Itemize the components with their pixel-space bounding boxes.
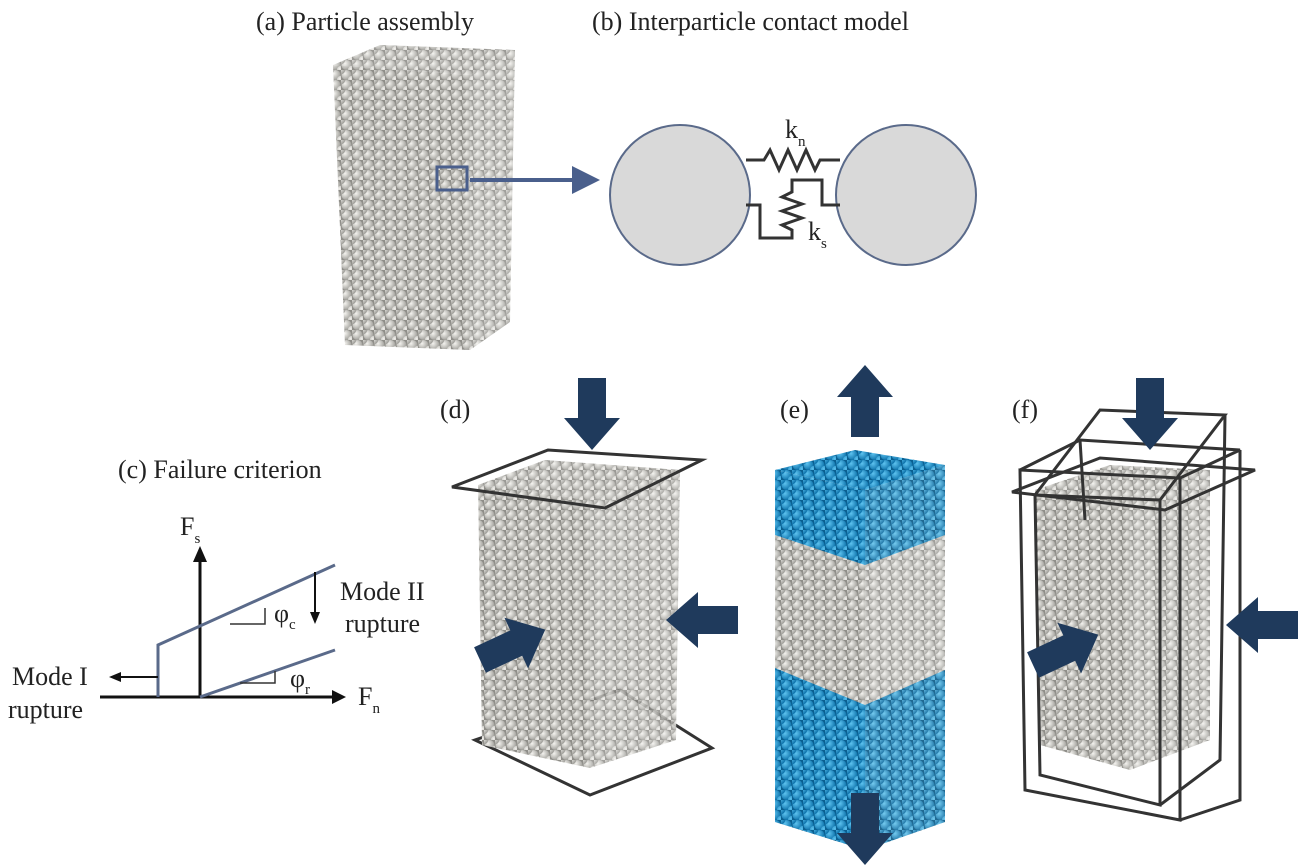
- true-triaxial: [1012, 378, 1298, 820]
- text-part: k: [785, 115, 798, 144]
- mode-label: rupture: [345, 609, 420, 638]
- contact-model: [610, 125, 976, 265]
- text-part: c: [289, 617, 296, 633]
- figure: (a) Particle assembly (b) Interparticle …: [0, 0, 1306, 866]
- text-part: r: [305, 682, 310, 698]
- spring-label: ks: [808, 217, 827, 252]
- text-part: (b): [592, 7, 622, 36]
- text-part: (c): [118, 455, 147, 484]
- angle-label: φc: [274, 599, 296, 633]
- text-part: (a): [256, 7, 285, 36]
- tension-specimen: [775, 365, 945, 865]
- text-part: φ: [290, 664, 305, 693]
- text-part: F: [358, 682, 372, 711]
- failure-criterion: [100, 546, 346, 704]
- text-part: n: [372, 701, 380, 717]
- spring-label: kn: [785, 115, 806, 150]
- axis-label: Fn: [358, 682, 380, 717]
- panel-title: (b) Interparticle contact model: [592, 7, 909, 36]
- mode-label: rupture: [8, 695, 83, 724]
- text-part: s: [194, 531, 200, 547]
- biaxial-compression: [452, 378, 738, 795]
- angle-label: φr: [290, 664, 310, 698]
- panel-title: (a) Particle assembly: [256, 7, 474, 36]
- panel-label: (f): [1012, 395, 1038, 424]
- axis-label: Fs: [180, 512, 200, 547]
- text-part: n: [798, 134, 806, 150]
- panel-label: (d): [440, 395, 470, 424]
- mode-label: Mode II: [340, 577, 424, 606]
- text-part: k: [808, 217, 821, 246]
- text-part: Particle assembly: [291, 7, 474, 36]
- mode-label: Mode I: [12, 662, 88, 691]
- panel-label: (e): [780, 395, 809, 424]
- text-part: Interparticle contact model: [629, 7, 909, 36]
- panel-title: (c) Failure criterion: [118, 455, 322, 484]
- text-part: φ: [274, 599, 289, 628]
- text-part: F: [180, 512, 194, 541]
- text-part: Failure criterion: [153, 455, 321, 484]
- text-part: s: [821, 236, 827, 252]
- particle-assembly: [333, 45, 600, 350]
